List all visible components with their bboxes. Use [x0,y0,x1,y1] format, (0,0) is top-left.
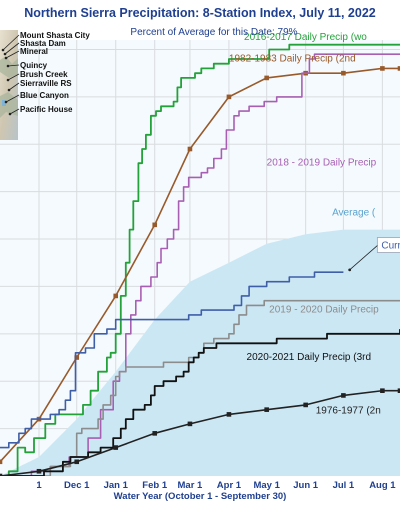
callout-text: Curr [381,241,400,252]
x-tick-label-0: 1 [36,480,42,491]
series-annotation-2: 2018 - 2019 Daily Precip [267,158,377,169]
station-label-2: Mineral [20,47,48,56]
series-line-2020-2021-daily-precip-3rd [0,329,400,476]
station-label-4: Brush Creek [20,70,68,79]
x-tick-label-5: Apr 1 [217,480,242,491]
series-line-1976-1977-2n [0,389,400,476]
series-marker-1982-1983-daily-precip-2nd-7 [264,75,269,81]
series-annotations: 2016-2017 Daily Precip (wo 1982-1983 Dail… [229,32,381,416]
x-tick-label-9: Aug 1 [369,480,396,491]
station-label-1: Shasta Dam [20,39,66,48]
station-dot-3 [6,64,10,68]
station-dot-5 [7,88,11,92]
station-label-7: Pacific House [20,105,73,114]
series-marker-1982-1983-daily-precip-2nd-11 [397,66,400,71]
x-tick-label-2: Jan 1 [104,480,129,491]
station-map-inset [0,30,18,140]
callout-point [348,268,352,272]
series-marker-1976-1977-2n-3 [113,445,119,450]
series-marker-1982-1983-daily-precip-2nd-5 [187,146,193,152]
series-marker-1982-1983-daily-precip-2nd-0 [0,459,3,465]
series-marker-1976-1977-2n-9 [341,393,346,398]
station-leader-1 [4,42,20,55]
station-leader-4 [7,73,20,81]
series-marker-1982-1983-daily-precip-2nd-10 [380,66,385,71]
callout-leader [349,245,378,271]
station-leader-5 [8,82,20,91]
series-marker-1982-1983-daily-precip-2nd-3 [113,293,119,299]
x-tick-label-1: Dec 1 [64,480,90,491]
series-marker-1976-1977-2n-7 [264,407,269,412]
chart-subtitle: Percent of Average for this Date: 79% [130,27,298,38]
station-leader-3 [7,64,20,67]
series-marker-1976-1977-2n-2 [74,459,80,465]
station-dot-6 [4,100,8,104]
x-tick-label-8: Jul 1 [333,480,355,491]
station-leader-6 [5,94,20,103]
series-annotation-6: 1976-1977 (2n [316,405,381,416]
series-annotation-5: 2020-2021 Daily Precip (3rd [247,352,372,363]
station-label-0: Mount Shasta City [20,31,90,40]
series-marker-1976-1977-2n-4 [152,431,158,436]
series-marker-1982-1983-daily-precip-2nd-2 [74,355,80,360]
station-leader-7 [9,108,20,115]
x-tick-label-7: Jun 1 [293,480,319,491]
series-annotation-4: 2019 - 2020 Daily Precip [269,305,379,316]
current-callout: Curr [348,237,400,272]
station-dot-0 [1,48,5,52]
x-tick-label-3: Feb 1 [142,480,168,491]
series-marker-1976-1977-2n-0 [0,473,3,476]
series-marker-1976-1977-2n-1 [36,468,42,474]
series-line-curr [0,271,344,449]
series-line-1982-1983-daily-precip-2nd [0,67,400,463]
series-marker-1976-1977-2n-8 [303,402,308,408]
station-map [0,30,18,140]
series-marker-1976-1977-2n-5 [187,421,193,427]
station-leader-2 [5,50,20,59]
series-marker-1976-1977-2n-11 [397,388,400,393]
series-marker-1976-1977-2n-10 [380,388,385,393]
x-axis-label: Water Year (October 1 - September 30) [113,491,287,502]
series-annotation-3: Average ( [332,207,376,218]
series-lines [0,43,400,476]
station-dot-7 [8,112,12,116]
station-dot-1 [3,52,7,56]
station-label-5: Sierraville RS [20,79,72,88]
series-line-2016-2017-daily-precip-wo [0,43,400,476]
callout-box [376,237,400,253]
series-marker-1982-1983-daily-precip-2nd-4 [152,222,158,228]
chart-title: Northern Sierra Precipitation: 8-Station… [24,6,376,20]
x-tick-label-4: Mar 1 [178,480,204,491]
series-line-2018-2019-daily-precip [0,53,400,476]
station-label-6: Blue Canyon [20,91,69,100]
series-annotation-0: 2016-2017 Daily Precip (wo [244,32,367,43]
series-marker-1976-1977-2n-6 [226,412,232,417]
station-label-3: Quincy [20,61,48,70]
series-annotation-1: 1982-1983 Daily Precip (2nd [229,53,356,64]
x-axis-ticks: 1 Dec 1 Jan 1 Feb 1 Mar 1 Apr 1 May 1 Jun 1 Jul … [36,480,396,491]
series-line-2019-2020-daily-precip [0,299,400,476]
station-dot-4 [6,78,10,82]
map-lake [2,100,6,106]
series-marker-1982-1983-daily-precip-2nd-9 [341,70,346,76]
station-dot-2 [4,56,8,60]
series-marker-1982-1983-daily-precip-2nd-6 [226,94,232,100]
station-leader-0 [2,34,20,51]
x-tick-label-6: May 1 [253,480,280,491]
